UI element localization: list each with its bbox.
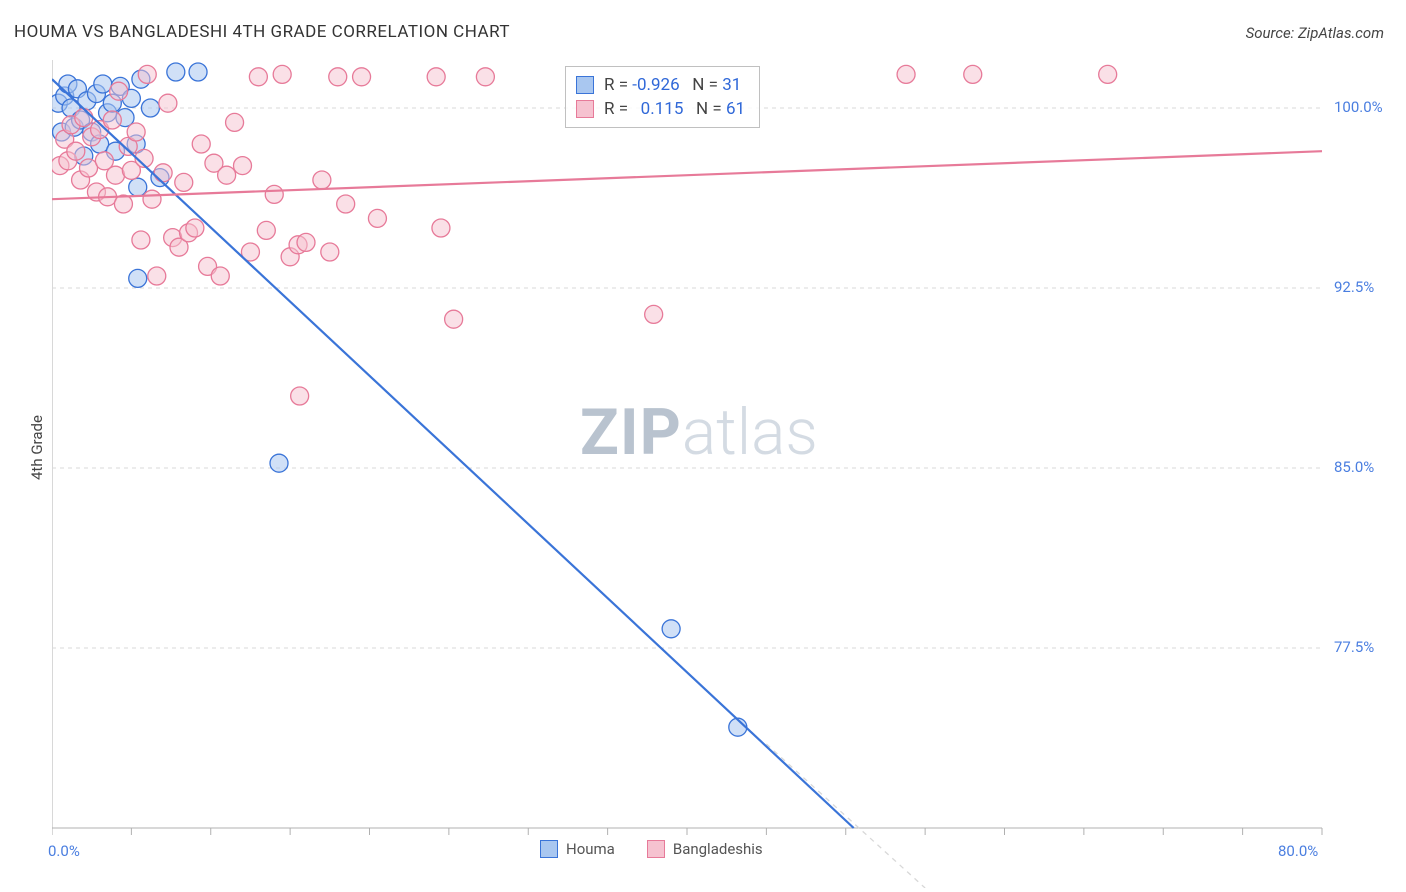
x-tick-label: 80.0% — [1278, 842, 1318, 860]
correlation-legend-row: R = 0.115 N = 61 — [576, 97, 745, 121]
correlation-legend-row: R = -0.926 N = 31 — [576, 73, 745, 97]
legend-swatch — [647, 840, 665, 858]
legend-label: Houma — [566, 840, 615, 858]
y-axis-label: 4th Grade — [28, 415, 46, 480]
legend-text: R = -0.926 N = 31 — [604, 75, 741, 95]
y-tick-label: 85.0% — [1334, 458, 1374, 476]
y-tick-label: 77.5% — [1334, 638, 1374, 656]
legend-swatch — [576, 100, 594, 118]
y-tick-label: 92.5% — [1334, 278, 1374, 296]
legend-swatch — [540, 840, 558, 858]
x-tick-label: 0.0% — [48, 842, 80, 860]
scatter-plot — [52, 60, 1406, 888]
legend-swatch — [576, 76, 594, 94]
series-legend: Houma Bangladeshis — [540, 840, 787, 858]
chart-title: HOUMA VS BANGLADESHI 4TH GRADE CORRELATI… — [14, 22, 510, 42]
y-tick-label: 100.0% — [1334, 98, 1383, 116]
legend-label: Bangladeshis — [673, 840, 763, 858]
legend-text: R = 0.115 N = 61 — [604, 99, 745, 119]
correlation-legend-box: R = -0.926 N = 31 R = 0.115 N = 61 — [565, 66, 760, 128]
source-attribution: Source: ZipAtlas.com — [1246, 24, 1384, 42]
